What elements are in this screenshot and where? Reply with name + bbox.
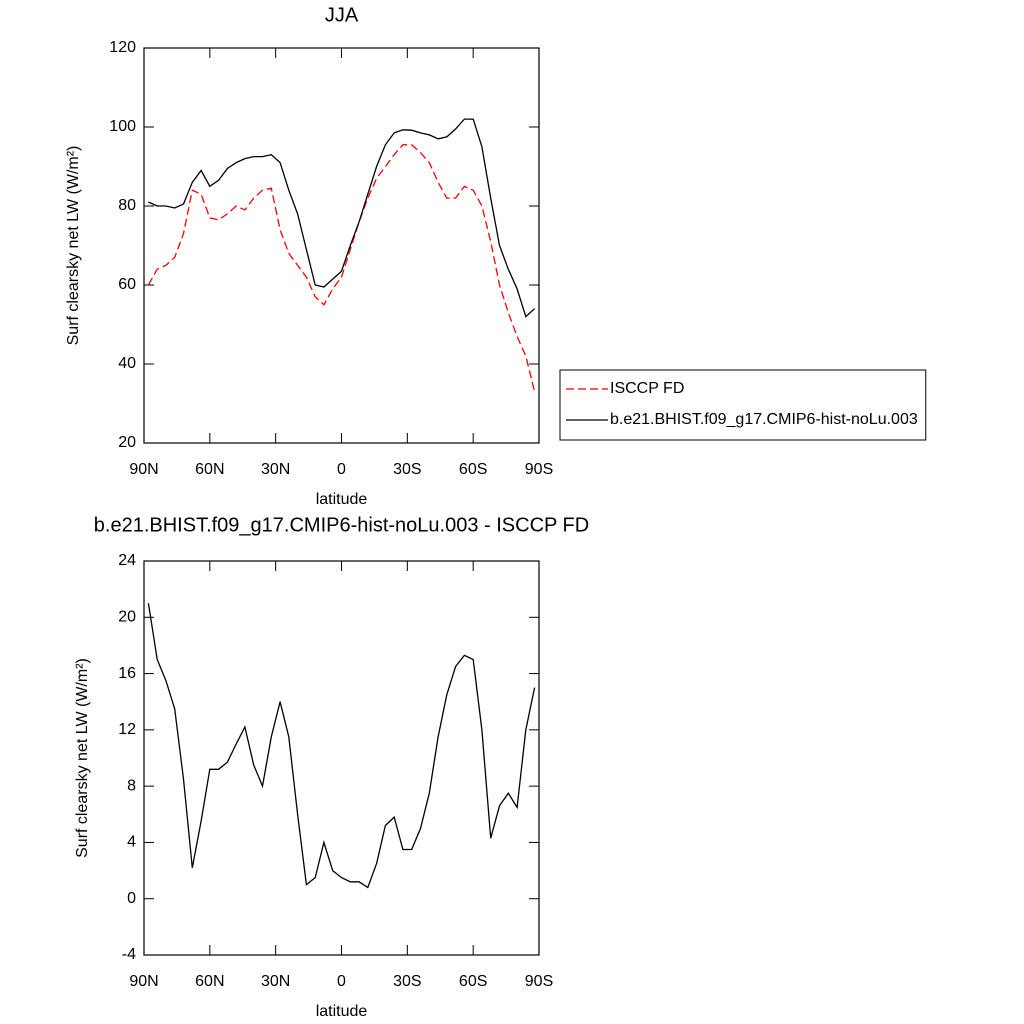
y-tick-label: 100	[109, 118, 136, 135]
x-tick-label: 0	[337, 973, 346, 990]
y-tick-label: 0	[127, 890, 136, 907]
x-tick-label: 60N	[195, 461, 224, 478]
y-tick-label: 60	[118, 276, 136, 293]
y-tick-label: 120	[109, 39, 136, 56]
y-tick-label: 20	[118, 609, 136, 626]
y-tick-label: 4	[127, 834, 136, 851]
x-axis-label: latitude	[316, 1003, 368, 1020]
x-tick-label: 60S	[459, 973, 487, 990]
data-line	[147, 603, 536, 889]
x-tick-label: 90N	[129, 461, 158, 478]
y-tick-label: -4	[122, 946, 136, 963]
legend-label: b.e21.BHIST.f09_g17.CMIP6-hist-noLu.003	[610, 411, 918, 428]
plot-frame	[143, 47, 540, 444]
data-line	[148, 118, 536, 318]
y-tick-label: 12	[118, 721, 136, 738]
y-tick-label: 80	[118, 197, 136, 214]
x-tick-label: 30N	[261, 973, 290, 990]
data-line	[147, 144, 536, 392]
plot-frame	[143, 560, 540, 956]
x-axis-label: latitude	[316, 491, 368, 508]
y-axis-label: Surf clearsky net LW (W/m²)	[74, 658, 91, 858]
x-tick-label: 60S	[459, 461, 487, 478]
x-tick-label: 90S	[525, 461, 553, 478]
x-tick-label: 30N	[261, 461, 290, 478]
y-tick-label: 40	[118, 355, 136, 372]
x-tick-label: 90N	[129, 973, 158, 990]
y-axis-label: Surf clearsky net LW (W/m²)	[65, 146, 82, 346]
chart-title: b.e21.BHIST.f09_g17.CMIP6-hist-noLu.003 …	[94, 514, 589, 536]
x-tick-label: 30S	[393, 973, 421, 990]
x-tick-label: 30S	[393, 461, 421, 478]
legend-box	[559, 369, 927, 441]
x-tick-label: 0	[337, 461, 346, 478]
chart-title: JJA	[325, 4, 359, 26]
x-tick-label: 60N	[195, 973, 224, 990]
y-tick-label: 16	[118, 665, 136, 682]
legend: ISCCP FD b.e21.BHIST.f09_g17.CMIP6-hist-n…	[559, 369, 927, 441]
y-tick-label: 24	[118, 552, 136, 569]
legend-label: ISCCP FD	[610, 380, 684, 397]
x-tick-label: 90S	[525, 973, 553, 990]
y-tick-label: 8	[127, 777, 136, 794]
y-tick-label: 20	[118, 434, 136, 451]
